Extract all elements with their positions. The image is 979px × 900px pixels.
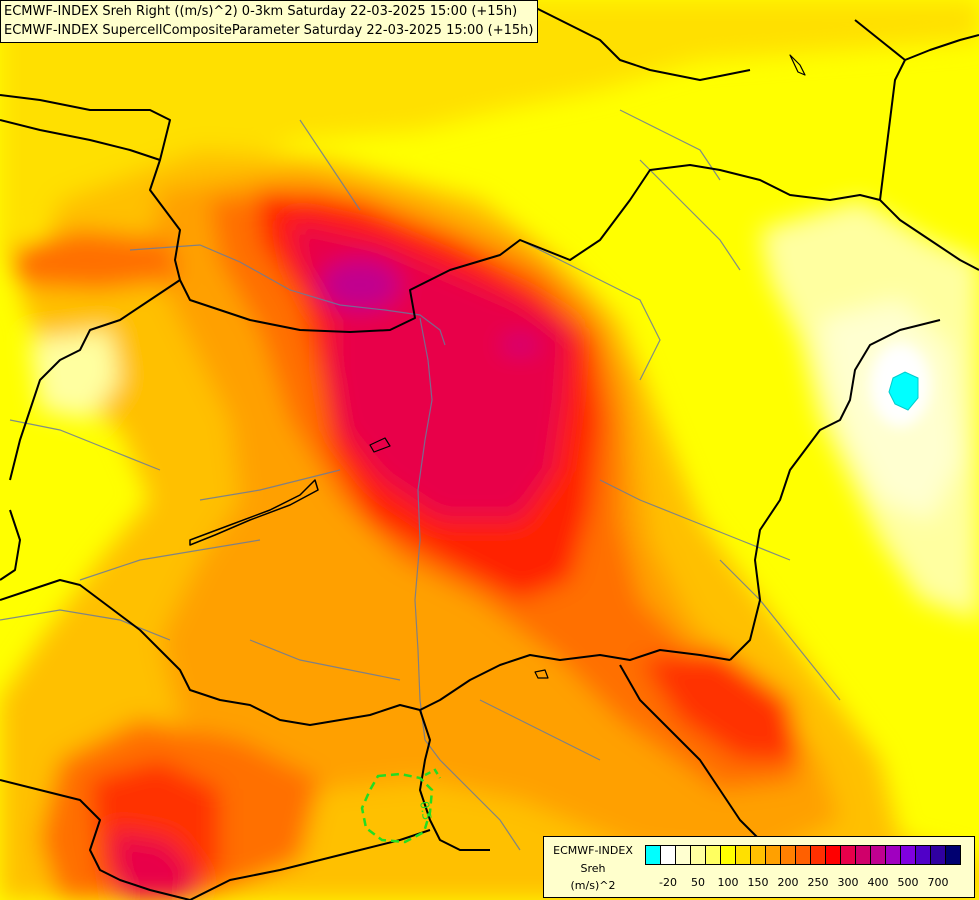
- legend-title-model: ECMWF-INDEX: [553, 844, 633, 857]
- legend-swatch: [750, 845, 766, 865]
- legend-swatch: [765, 845, 781, 865]
- scp-contour-label: 0.5: [417, 800, 434, 821]
- legend-swatch: [900, 845, 916, 865]
- legend-swatch: [645, 845, 661, 865]
- scp-contour: 0.5: [360, 768, 442, 844]
- legend-swatch: [870, 845, 886, 865]
- legend-swatch: [690, 845, 706, 865]
- legend-swatch: [855, 845, 871, 865]
- legend-tick-label: 500: [897, 876, 919, 889]
- legend-tick-label: 200: [777, 876, 799, 889]
- legend-swatch: [735, 845, 751, 865]
- title-line-1: ECMWF-INDEX Sreh Right ((m/s)^2) 0-3km S…: [4, 4, 518, 19]
- legend-title-unit: (m/s)^2: [570, 879, 616, 892]
- legend-tick-label: 150: [747, 876, 769, 889]
- legend-swatch: [780, 845, 796, 865]
- legend-tick-label: 250: [807, 876, 829, 889]
- legend-swatch: [915, 845, 931, 865]
- legend-tick-label: 100: [717, 876, 739, 889]
- legend: ECMWF-INDEX Sreh (m/s)^2 -20 50 100 150 200 2…: [543, 836, 975, 898]
- title-line-2: ECMWF-INDEX SupercellCompositeParameter …: [4, 23, 534, 38]
- legend-tick-label: 50: [691, 876, 705, 889]
- legend-tick-label: 400: [867, 876, 889, 889]
- legend-swatch: [795, 845, 811, 865]
- legend-tick-label: 700: [927, 876, 949, 889]
- cyan-cell: [888, 371, 919, 411]
- legend-tick-label: 300: [837, 876, 859, 889]
- legend-swatch: [660, 845, 676, 865]
- legend-swatch: [675, 845, 691, 865]
- legend-swatch: [840, 845, 856, 865]
- legend-title-param: Sreh: [580, 862, 606, 875]
- legend-color-scale: [645, 845, 961, 865]
- legend-swatch: [885, 845, 901, 865]
- legend-tick-label: -20: [659, 876, 677, 889]
- legend-swatch: [720, 845, 736, 865]
- legend-swatch: [705, 845, 721, 865]
- legend-swatch: [825, 845, 841, 865]
- legend-swatch: [810, 845, 826, 865]
- legend-swatch: [930, 845, 946, 865]
- map-title-box: ECMWF-INDEX Sreh Right ((m/s)^2) 0-3km S…: [0, 0, 539, 43]
- legend-swatch: [945, 845, 961, 865]
- rivers: [0, 109, 841, 851]
- scp-contour-line: [360, 772, 434, 844]
